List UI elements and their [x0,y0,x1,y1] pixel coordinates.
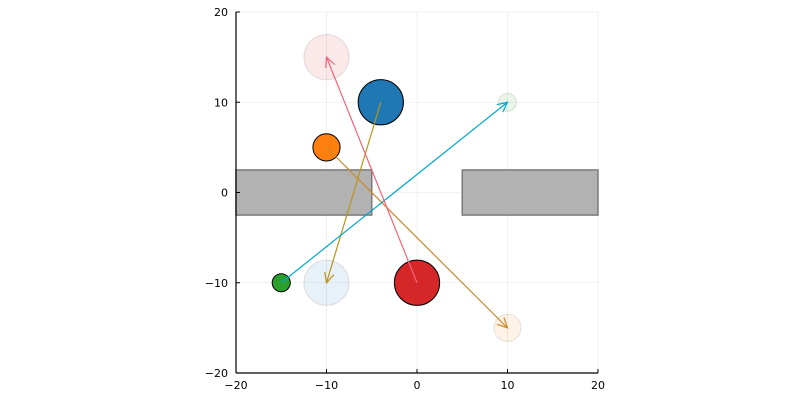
arrow-line [325,102,382,283]
arrows [280,55,509,329]
arrow-head [496,317,509,329]
arrow-head [496,101,509,113]
x-tick-label: 10 [501,379,515,392]
y-tick-label: 10 [214,96,228,109]
x-tick-label: 20 [591,379,605,392]
y-tick-label: −20 [205,367,228,380]
y-tick-label: −10 [205,277,228,290]
obstacle-rect [461,169,599,216]
arrow-line [280,101,508,284]
axes: −20 −10 0 10 20 −20 −10 0 10 20 [205,6,605,392]
x-tick-label: 0 [414,379,421,392]
y-tick-label: 0 [221,187,228,200]
x-tick-label: −20 [224,379,247,392]
arrow-head [325,55,336,69]
y-tick-label: 20 [214,6,228,19]
arrow-head [324,271,335,285]
arrow-line [326,146,508,329]
obstacle-rect [235,169,373,216]
arrow-line [325,56,418,283]
x-tick-label: −10 [315,379,338,392]
